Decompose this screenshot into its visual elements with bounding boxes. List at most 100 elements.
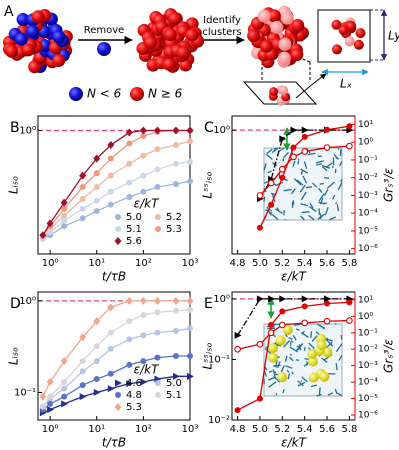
- particle: [277, 51, 291, 65]
- marker: [154, 183, 161, 190]
- inset-strand: [267, 207, 273, 212]
- marker: [39, 403, 46, 410]
- inset-strand: [307, 152, 316, 156]
- inset-strand: [292, 160, 296, 167]
- particle: [14, 32, 28, 46]
- inset-sphere: [316, 340, 327, 351]
- legend-label: 5.3: [166, 224, 182, 235]
- legend-swatch: [114, 237, 122, 245]
- inset-strand: [303, 161, 308, 169]
- x-tick-label: 5.6: [319, 258, 335, 269]
- marker: [107, 345, 114, 352]
- marker: [79, 393, 87, 401]
- marker: [61, 379, 68, 386]
- marker: [187, 325, 193, 332]
- marker: [187, 178, 193, 185]
- marker: [187, 353, 193, 359]
- lx-label: Lₓ: [340, 77, 352, 91]
- inset-strand: [300, 379, 303, 382]
- inset-strand: [300, 203, 309, 207]
- legend-swatch: [155, 226, 161, 232]
- inset-strand: [318, 201, 325, 205]
- inset-strand: [285, 365, 293, 369]
- marker: [140, 188, 147, 195]
- marker: [301, 303, 308, 310]
- plot-frame: [37, 115, 191, 255]
- y-axis-label: Lᵢₛₒ: [7, 176, 21, 194]
- inset-strand: [268, 381, 277, 388]
- marker: [140, 358, 147, 365]
- inset-strand: [324, 176, 330, 179]
- marker: [172, 126, 180, 135]
- inset-strand: [312, 182, 318, 188]
- panel-label: D: [10, 296, 21, 312]
- inset-strand: [325, 338, 334, 347]
- particle: [162, 57, 176, 71]
- marker: [278, 165, 286, 173]
- inset-strand: [277, 361, 281, 369]
- inset-strand: [336, 204, 340, 212]
- y2-tick-label: 10⁻³: [358, 361, 378, 371]
- x-tick-label: 4.8: [230, 258, 246, 269]
- particle: [259, 39, 273, 53]
- marker: [301, 295, 309, 303]
- particle: [247, 29, 261, 43]
- y2-tick-label: 10⁻³: [358, 191, 378, 201]
- particle: [31, 10, 45, 24]
- y2-tick-label: 10⁻⁵: [358, 394, 378, 404]
- inset-strand: [297, 380, 304, 387]
- marker: [60, 357, 68, 366]
- particle: [269, 87, 279, 97]
- y-axis-label: Lˢˢᵢₛₒ: [201, 171, 215, 198]
- marker: [125, 296, 133, 305]
- removed-particle: [97, 42, 111, 56]
- marker: [93, 197, 100, 204]
- marker: [79, 368, 86, 375]
- particle: [16, 13, 30, 27]
- inset-strand: [267, 170, 272, 174]
- inset-strand: [317, 213, 325, 220]
- particle: [331, 19, 342, 30]
- schematic: A Remove Identify clusters N < 6 N ≥ 6 L…: [2, 4, 399, 106]
- legend-label: 5.2: [166, 212, 182, 223]
- x-axis-label: ε/kT: [281, 270, 307, 284]
- marker: [79, 382, 86, 389]
- particle: [278, 37, 292, 51]
- marker: [47, 400, 54, 407]
- legend-label: 5.3: [126, 402, 142, 413]
- inset-strand: [338, 354, 343, 361]
- inset-strand: [327, 392, 334, 396]
- marker: [172, 327, 179, 334]
- inset-strand: [338, 161, 343, 167]
- inset-strand: [283, 188, 292, 192]
- inset-strand: [275, 208, 283, 214]
- inset-strand: [332, 194, 336, 200]
- inset-strand: [301, 376, 308, 383]
- particle: [26, 25, 40, 39]
- y-tick-label: 10⁻²: [208, 415, 230, 426]
- marker: [267, 179, 275, 187]
- inset-strand: [289, 346, 299, 353]
- marker: [301, 133, 308, 140]
- legend-swatch: [155, 392, 161, 398]
- inset-strand: [282, 389, 285, 394]
- legend-label: 5.1: [126, 224, 142, 235]
- inset-strand: [295, 343, 303, 351]
- marker: [154, 166, 161, 173]
- inset-strand: [299, 184, 306, 193]
- inset-strand: [300, 191, 307, 201]
- panel-label: E: [204, 296, 213, 312]
- marker: [290, 126, 298, 134]
- marker: [279, 308, 286, 315]
- inset-strand: [284, 355, 288, 362]
- x-tick-label: 10²: [135, 258, 152, 269]
- inset-strand: [333, 153, 338, 160]
- legend-swatch: [69, 87, 83, 101]
- legend-swatch: [115, 226, 121, 232]
- marker: [154, 146, 161, 153]
- inset-strand: [316, 323, 326, 329]
- inset-strand: [305, 186, 313, 189]
